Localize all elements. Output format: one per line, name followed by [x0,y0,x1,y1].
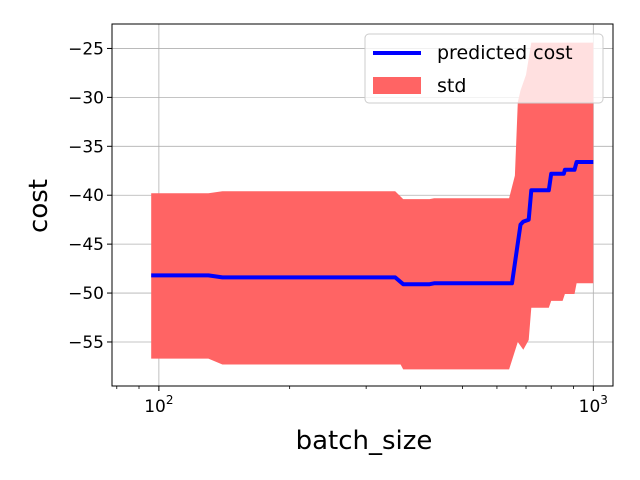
plot-area [151,42,594,370]
y-tick-label: −30 [68,88,104,108]
y-tick-label: −35 [68,137,104,157]
predicted-cost-line [151,160,594,287]
x-axis-label: batch_size [296,426,433,456]
legend: predicted cost std [364,33,604,104]
y-tick-label: −25 [68,39,104,59]
x-tick-exponent: 2 [166,393,174,407]
x-tick-label: 102 [144,393,173,417]
plot-frame [111,23,614,387]
std-band [151,42,594,370]
legend-swatch-std [373,77,421,94]
y-tick-label: −55 [68,333,104,353]
axis-ticks: −25 −30 −35 −40 −45 −50 −55 102 103 [68,39,608,417]
x-tick-exponent: 3 [600,393,608,407]
y-tick-label: −40 [68,186,104,206]
x-tick-label: 103 [579,393,608,417]
y-axis-label: cost [24,179,54,233]
legend-label-predicted-cost: predicted cost [437,42,573,64]
legend-label-std: std [437,75,466,97]
y-tick-label: −50 [68,284,104,304]
y-tick-label: −45 [68,235,104,255]
legend-box [364,33,604,104]
